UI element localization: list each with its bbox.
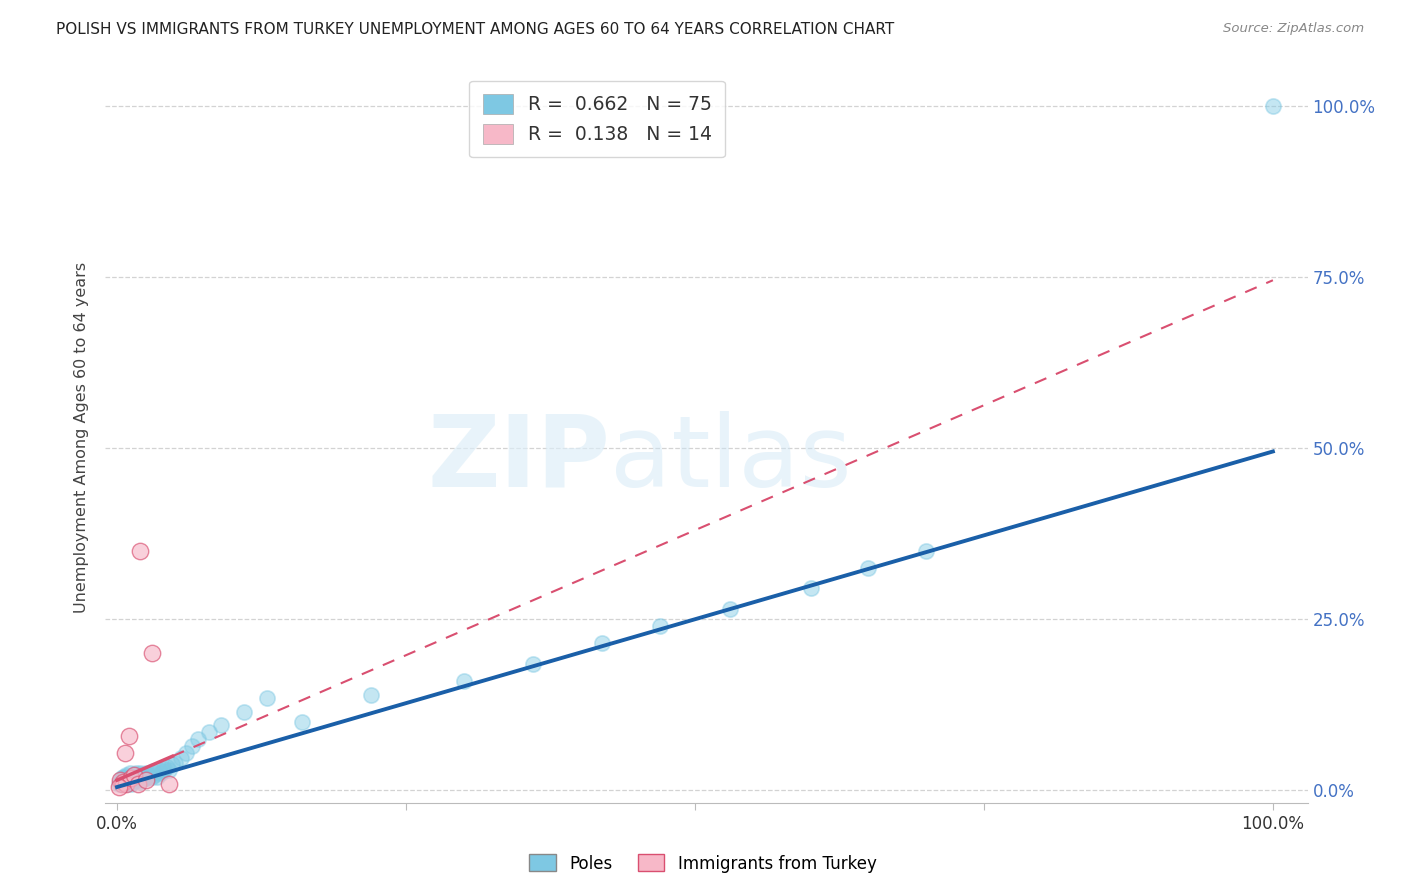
Point <box>111 770 134 784</box>
Point <box>121 773 143 788</box>
Point <box>522 657 544 671</box>
Point <box>124 771 146 785</box>
Point <box>152 764 174 779</box>
Point <box>124 768 146 782</box>
Point <box>149 766 172 780</box>
Y-axis label: Unemployment Among Ages 60 to 64 years: Unemployment Among Ages 60 to 64 years <box>75 261 90 613</box>
Point <box>136 771 159 785</box>
Point <box>143 768 166 782</box>
Point <box>115 768 138 782</box>
Point <box>128 771 150 785</box>
Point <box>114 775 136 789</box>
Point <box>115 777 138 791</box>
Point <box>453 673 475 688</box>
Text: POLISH VS IMMIGRANTS FROM TURKEY UNEMPLOYMENT AMONG AGES 60 TO 64 YEARS CORRELAT: POLISH VS IMMIGRANTS FROM TURKEY UNEMPLO… <box>56 22 894 37</box>
Point <box>1261 98 1284 112</box>
Point <box>127 768 149 782</box>
Point <box>125 770 148 784</box>
Point <box>156 759 179 773</box>
Point <box>157 763 180 777</box>
Text: ZIP: ZIP <box>427 410 610 508</box>
Point <box>209 718 232 732</box>
Point <box>141 770 163 784</box>
Point <box>115 773 138 788</box>
Point <box>163 756 186 770</box>
Point <box>110 775 132 789</box>
Point <box>915 543 938 558</box>
Point <box>176 746 198 760</box>
Point <box>110 773 132 788</box>
Point <box>146 770 169 784</box>
Point <box>112 777 135 791</box>
Point <box>129 770 152 784</box>
Point <box>136 770 159 784</box>
Point <box>111 775 134 789</box>
Point <box>181 739 204 753</box>
Point <box>153 762 176 776</box>
Point <box>169 750 191 764</box>
Point <box>117 775 139 789</box>
Point <box>121 770 143 784</box>
Point <box>124 773 146 788</box>
Point <box>650 619 672 633</box>
Point <box>117 777 139 791</box>
Point <box>132 768 155 782</box>
Point <box>111 771 134 785</box>
Point <box>111 777 134 791</box>
Point <box>135 766 157 780</box>
Point <box>135 773 157 788</box>
Point <box>120 777 142 791</box>
Point <box>143 766 166 780</box>
Point <box>233 705 256 719</box>
Point <box>111 777 134 791</box>
Legend: R =  0.662   N = 75, R =  0.138   N = 14: R = 0.662 N = 75, R = 0.138 N = 14 <box>470 81 724 157</box>
Point <box>291 714 314 729</box>
Point <box>718 602 741 616</box>
Point <box>112 771 135 785</box>
Point <box>592 636 614 650</box>
Point <box>111 775 134 789</box>
Point <box>256 691 278 706</box>
Point <box>124 766 146 780</box>
Point <box>117 729 139 743</box>
Point <box>120 771 142 785</box>
Legend: Poles, Immigrants from Turkey: Poles, Immigrants from Turkey <box>523 847 883 880</box>
Point <box>114 746 136 760</box>
Point <box>124 768 146 782</box>
Point <box>111 773 134 788</box>
Point <box>120 771 142 785</box>
Point <box>157 777 180 791</box>
Point <box>114 770 136 784</box>
Point <box>142 764 165 779</box>
Text: Source: ZipAtlas.com: Source: ZipAtlas.com <box>1223 22 1364 36</box>
Point <box>118 773 141 788</box>
Point <box>129 766 152 780</box>
Point <box>127 777 149 791</box>
Point <box>134 771 156 785</box>
Point <box>117 770 139 784</box>
Point <box>108 780 131 794</box>
Point <box>127 773 149 788</box>
Point <box>148 763 170 777</box>
Point <box>141 647 163 661</box>
Point <box>108 777 131 791</box>
Point <box>131 773 153 788</box>
Point <box>858 561 880 575</box>
Point <box>162 757 184 772</box>
Point <box>129 775 152 789</box>
Point <box>360 688 382 702</box>
Point <box>138 768 160 782</box>
Point <box>187 732 209 747</box>
Point <box>110 773 132 788</box>
Point <box>129 543 152 558</box>
Point <box>198 725 221 739</box>
Point <box>118 766 141 780</box>
Point <box>117 771 139 785</box>
Text: atlas: atlas <box>610 410 852 508</box>
Point <box>799 582 821 596</box>
Point <box>122 775 145 789</box>
